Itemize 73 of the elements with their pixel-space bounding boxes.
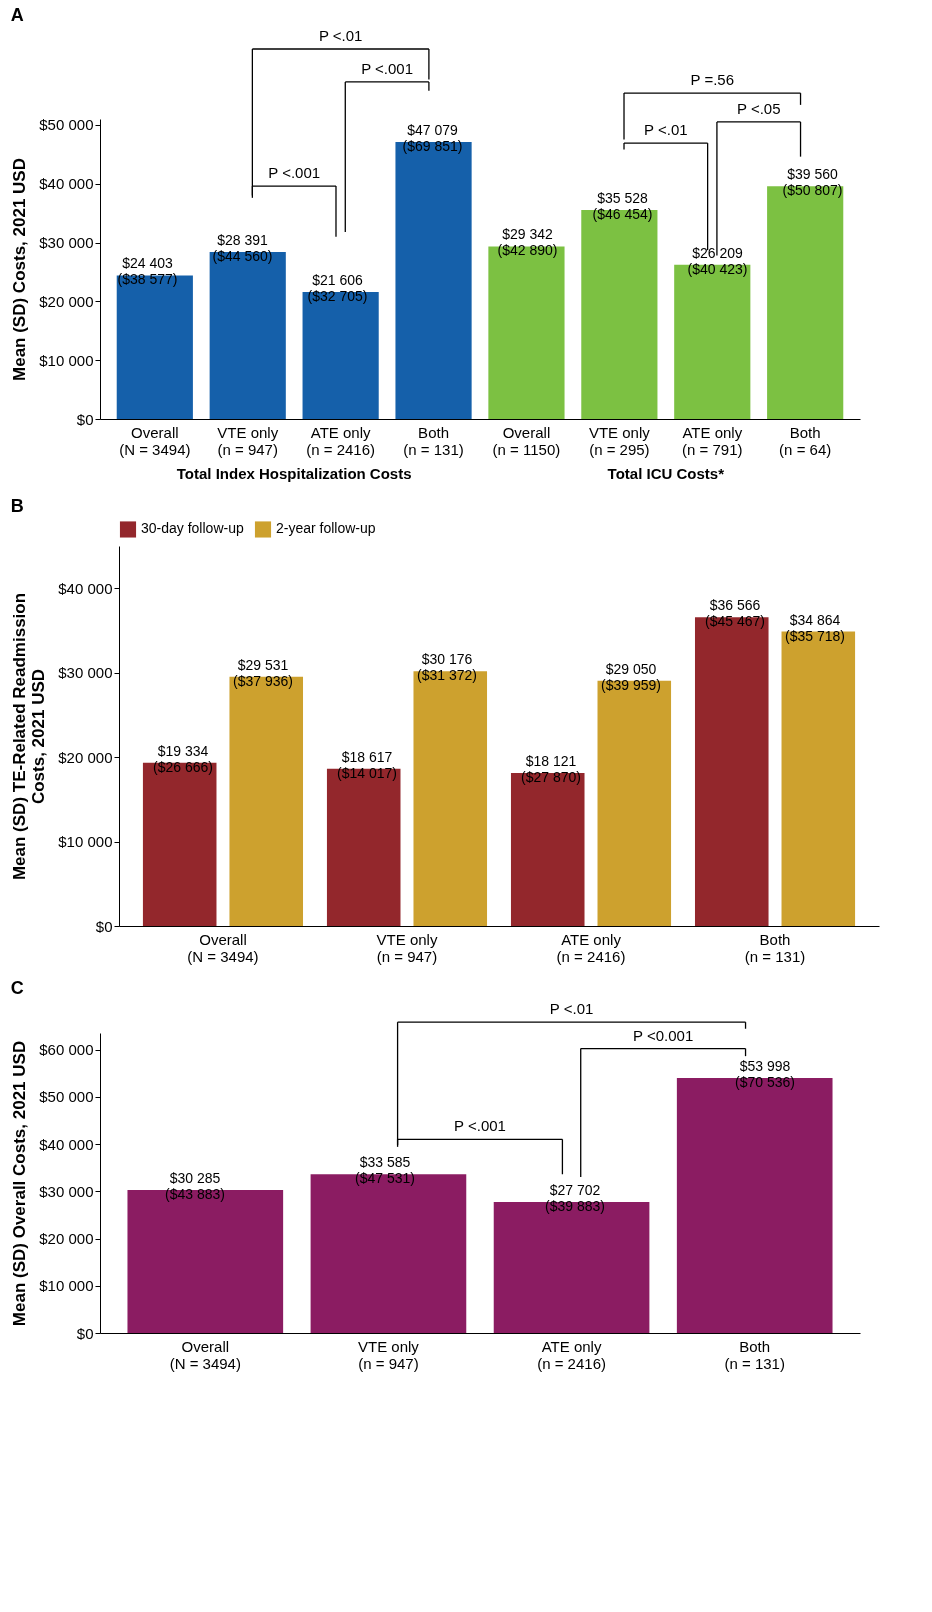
x-tick-label: Both (n = 131) bbox=[403, 423, 464, 458]
annotation: P <.01 bbox=[644, 121, 688, 139]
legend-label: 30-day follow-up bbox=[141, 520, 244, 537]
x-tick-label: VTE only (n = 947) bbox=[358, 1337, 420, 1372]
annotation: P <.001 bbox=[268, 164, 321, 182]
y-tick-label: $20 000 bbox=[58, 748, 113, 766]
data-label: $18 121 ($27 870) bbox=[521, 752, 581, 785]
annotation: P <.001 bbox=[454, 1117, 506, 1135]
y-tick-label: $50 000 bbox=[39, 116, 94, 134]
y-tick-label: $40 000 bbox=[58, 579, 113, 597]
y-tick-label: $10 000 bbox=[39, 351, 94, 369]
y-axis-title: Mean (SD) Overall Costs, 2021 USD bbox=[10, 1040, 30, 1327]
x-tick-label: Both (n = 64) bbox=[779, 423, 832, 458]
y-tick-label: $30 000 bbox=[58, 664, 113, 682]
data-label: $30 176 ($31 372) bbox=[417, 651, 477, 684]
y-tick-label: $30 000 bbox=[39, 234, 94, 252]
y-tick-label: $20 000 bbox=[39, 1230, 94, 1248]
y-tick-label: $30 000 bbox=[39, 1182, 94, 1200]
x-tick-label: ATE only (n = 2416) bbox=[556, 930, 626, 965]
y-tick-label: $40 000 bbox=[39, 175, 94, 193]
data-label: $19 334 ($26 666) bbox=[152, 742, 213, 775]
x-tick-label: Overall (N = 3494) bbox=[119, 423, 191, 458]
data-label: $28 391 ($44 560) bbox=[212, 231, 273, 264]
x-tick-label: Both (n = 131) bbox=[744, 930, 806, 965]
data-label: $30 285 ($43 883) bbox=[165, 1169, 225, 1202]
data-label: $27 702 ($39 883) bbox=[545, 1182, 605, 1215]
text: P <.01 bbox=[549, 1000, 594, 1018]
y-tick-label: $60 000 bbox=[39, 1041, 94, 1059]
text: P <.001 bbox=[361, 59, 414, 77]
x-tick-label: Overall (N = 3494) bbox=[187, 930, 259, 965]
x-tick-label: VTE only (n = 295) bbox=[588, 423, 651, 458]
text: Total ICU Costs* bbox=[607, 465, 725, 482]
data-label: $18 617 ($14 017) bbox=[337, 748, 397, 781]
chart-title: A bbox=[10, 5, 24, 25]
data-label: $29 050 ($39 959) bbox=[601, 660, 661, 693]
x-tick-label: Overall (n = 1150) bbox=[492, 423, 561, 458]
data-label: $39 560 ($50 807) bbox=[782, 166, 843, 199]
chart-title: C bbox=[10, 978, 24, 999]
text: P =.56 bbox=[690, 71, 735, 89]
x-tick-label: Both (n = 131) bbox=[724, 1337, 785, 1372]
data-label: $35 528 ($46 454) bbox=[592, 190, 653, 223]
y-tick-label: $0 bbox=[95, 917, 113, 935]
y-tick-label: $40 000 bbox=[39, 1135, 94, 1153]
y-tick-label: $20 000 bbox=[39, 292, 94, 310]
x-tick-label: Overall (N = 3494) bbox=[169, 1337, 241, 1372]
data-label: $33 585 ($47 531) bbox=[355, 1154, 415, 1187]
y-tick-label: $0 bbox=[76, 410, 94, 428]
x-tick-label: ATE only (n = 791) bbox=[682, 423, 743, 458]
x-tick-label: VTE only (n = 947) bbox=[217, 423, 279, 458]
y-tick-label: $0 bbox=[76, 1324, 94, 1342]
annotation: P <0.001 bbox=[633, 1026, 694, 1044]
data-label: $29 342 ($42 890) bbox=[497, 226, 558, 259]
x-tick-label: ATE only (n = 2416) bbox=[537, 1337, 606, 1372]
chart-title: B bbox=[10, 496, 24, 516]
data-label: $21 606 ($32 705) bbox=[307, 271, 368, 304]
y-axis-title: Mean (SD) Costs, 2021 USD bbox=[10, 158, 30, 381]
data-label: $24 403 ($38 577) bbox=[117, 255, 178, 288]
y-tick-label: $50 000 bbox=[39, 1088, 94, 1106]
y-tick-label: $10 000 bbox=[58, 833, 113, 851]
text: P <.01 bbox=[318, 27, 363, 44]
y-axis-title: Mean (SD) TE-Related Readmission Costs, 2021 USD bbox=[10, 592, 49, 881]
data-label: $34 864 ($35 718) bbox=[785, 611, 846, 644]
data-label: $36 566 ($45 467) bbox=[705, 597, 765, 630]
data-label: $26 209 ($40 423) bbox=[687, 244, 748, 277]
data-label: $53 998 ($70 536) bbox=[735, 1057, 795, 1090]
text: Total Index Hospitalization Costs bbox=[176, 465, 412, 482]
x-tick-label: VTE only (n = 947) bbox=[376, 930, 438, 965]
y-tick-label: $10 000 bbox=[39, 1277, 94, 1295]
data-label: $29 531 ($37 936) bbox=[233, 656, 293, 689]
legend-label: 2-year follow-up bbox=[276, 520, 376, 537]
x-tick-label: ATE only (n = 2416) bbox=[306, 423, 376, 458]
data-label: $47 079 ($69 851) bbox=[402, 122, 463, 155]
text: P <.05 bbox=[736, 99, 781, 117]
